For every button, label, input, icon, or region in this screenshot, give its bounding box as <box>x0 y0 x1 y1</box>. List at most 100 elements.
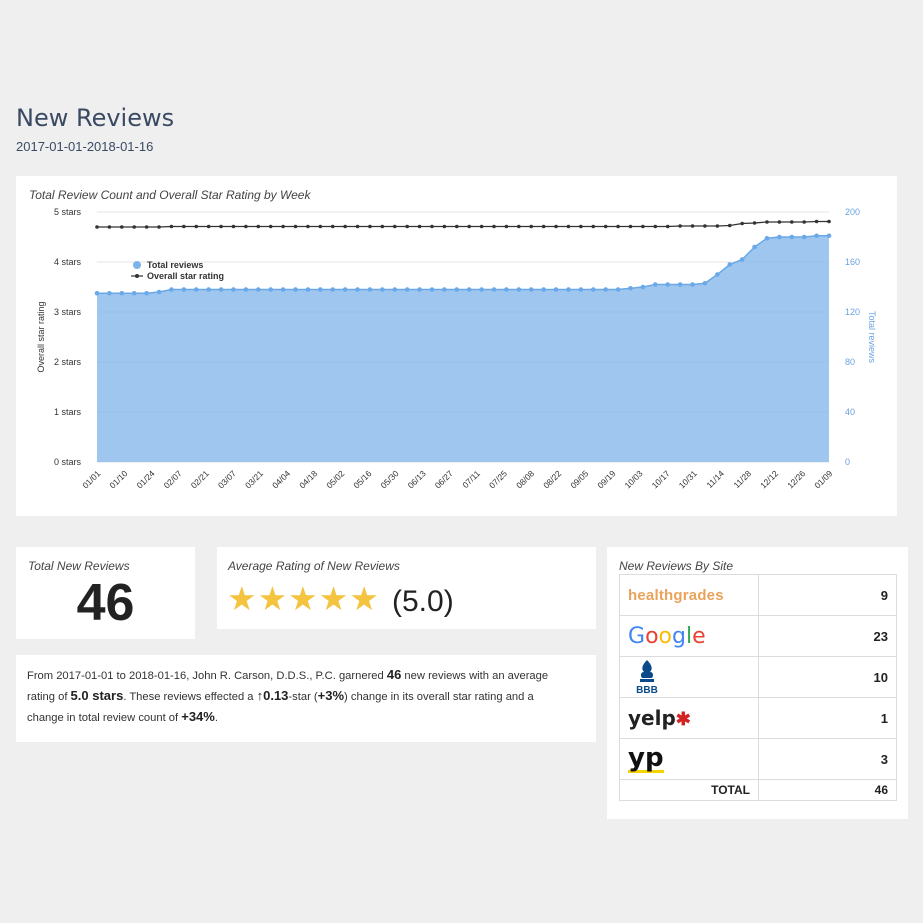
rating-point <box>591 224 596 229</box>
summary-count-change: +34% <box>181 709 215 724</box>
rating-point <box>281 224 285 229</box>
reviews-by-site-card: New Reviews By Site healthgrades 9 Googl… <box>607 547 908 819</box>
y2-axis-label: Total reviews <box>867 311 877 364</box>
summary-part: ) change in its overall star rating and … <box>27 691 534 724</box>
reviews-point <box>814 233 819 239</box>
site-count: 3 <box>758 738 897 780</box>
reviews-point <box>144 290 149 296</box>
x-tick-label: 03/21 <box>243 468 265 490</box>
yelp-logo: yelp✱ <box>619 697 759 739</box>
rating-point <box>380 224 385 229</box>
rating-point <box>616 224 620 229</box>
reviews-point <box>330 287 336 292</box>
rating-point <box>430 224 434 229</box>
total-reviews-card: Total New Reviews 46 <box>16 547 195 639</box>
summary-part: . These reviews effected a <box>123 691 257 703</box>
total-value: 46 <box>758 779 897 801</box>
star-rating-icon: ★★★★★ <box>227 580 380 617</box>
bbb-torch-icon: BBB <box>636 660 658 696</box>
rating-point <box>454 224 459 229</box>
summary-rating-change: +3% <box>317 688 345 703</box>
reviews-point <box>404 287 410 292</box>
y2-tick-label: 0 <box>845 457 850 467</box>
table-row: Google 23 <box>619 615 897 657</box>
x-tick-label: 12/12 <box>758 468 780 490</box>
x-tick-label: 09/05 <box>568 468 590 490</box>
rating-point <box>579 224 583 229</box>
reviews-point <box>504 287 509 292</box>
rating-point <box>492 224 496 229</box>
rating-point <box>169 224 174 229</box>
rating-point <box>120 225 124 229</box>
reviews-point <box>690 282 695 287</box>
rating-point <box>504 224 509 229</box>
reviews-point <box>528 287 534 292</box>
reviews-point <box>541 287 546 292</box>
rating-point <box>678 224 682 228</box>
reviews-point <box>590 287 596 292</box>
rating-point <box>554 224 558 229</box>
reviews-point <box>566 287 571 292</box>
reviews-point <box>789 234 795 240</box>
total-row: TOTAL 46 <box>619 779 897 801</box>
page-title: New Reviews <box>16 104 175 132</box>
rating-point <box>293 224 298 229</box>
rating-point <box>529 224 534 229</box>
reviews-point <box>491 287 497 292</box>
summary-count: 46 <box>386 667 402 682</box>
reviews-point <box>715 272 720 277</box>
reviews-point <box>206 287 211 292</box>
x-tick-label: 11/28 <box>731 468 753 490</box>
reviews-point <box>255 287 261 292</box>
average-rating-card: Average Rating of New Reviews ★★★★★ (5.0… <box>217 547 596 629</box>
table-row: BBB 10 <box>619 656 897 698</box>
y2-tick-label: 40 <box>845 407 855 417</box>
rating-point <box>330 224 335 229</box>
yelp-logo-text: yelp <box>628 706 676 730</box>
reviews-point <box>739 257 745 262</box>
rating-point <box>727 223 732 228</box>
rating-point <box>703 224 707 228</box>
site-count: 1 <box>758 697 897 739</box>
rating-point <box>690 224 695 228</box>
reviews-point <box>231 287 236 292</box>
healthgrades-logo: healthgrades <box>619 574 759 616</box>
reviews-point <box>653 282 658 287</box>
reviews-point <box>764 235 770 241</box>
reviews-point <box>826 233 832 239</box>
x-tick-label: 02/21 <box>189 468 211 490</box>
reviews-point <box>553 287 559 292</box>
rating-point <box>752 221 757 225</box>
rating-point <box>653 224 658 229</box>
reviews-point <box>355 287 360 292</box>
rating-point <box>628 224 633 229</box>
y2-tick-label: 120 <box>845 307 860 317</box>
reviews-point <box>429 287 435 292</box>
average-rating-value: (5.0) <box>392 585 454 618</box>
reviews-point <box>107 290 112 296</box>
reviews-by-site-table: healthgrades 9 Google 23 BBB 10 yelp✱ 1 … <box>619 574 897 801</box>
reviews-by-site-title: New Reviews By Site <box>619 559 734 573</box>
reviews-point <box>156 289 162 295</box>
reviews-point <box>516 287 522 292</box>
x-tick-label: 01/01 <box>80 468 102 490</box>
rating-point <box>355 224 360 229</box>
x-tick-label: 01/09 <box>812 468 834 490</box>
rating-line <box>97 220 829 228</box>
x-tick-label: 06/13 <box>406 468 428 490</box>
reviews-point <box>640 284 646 290</box>
rating-point <box>417 224 422 229</box>
reviews-point <box>243 287 249 292</box>
x-tick-label: 08/22 <box>541 468 563 490</box>
reviews-point <box>752 244 757 250</box>
y-axis-label: Overall star rating <box>36 301 46 372</box>
rating-point <box>740 221 744 226</box>
rating-point <box>541 224 546 229</box>
reviews-point <box>665 282 671 287</box>
rating-point <box>392 224 397 229</box>
yp-logo: yp <box>619 738 759 780</box>
x-tick-label: 08/08 <box>514 468 536 490</box>
rating-point <box>603 224 608 229</box>
rating-point <box>107 225 112 229</box>
reviews-point <box>442 287 447 292</box>
